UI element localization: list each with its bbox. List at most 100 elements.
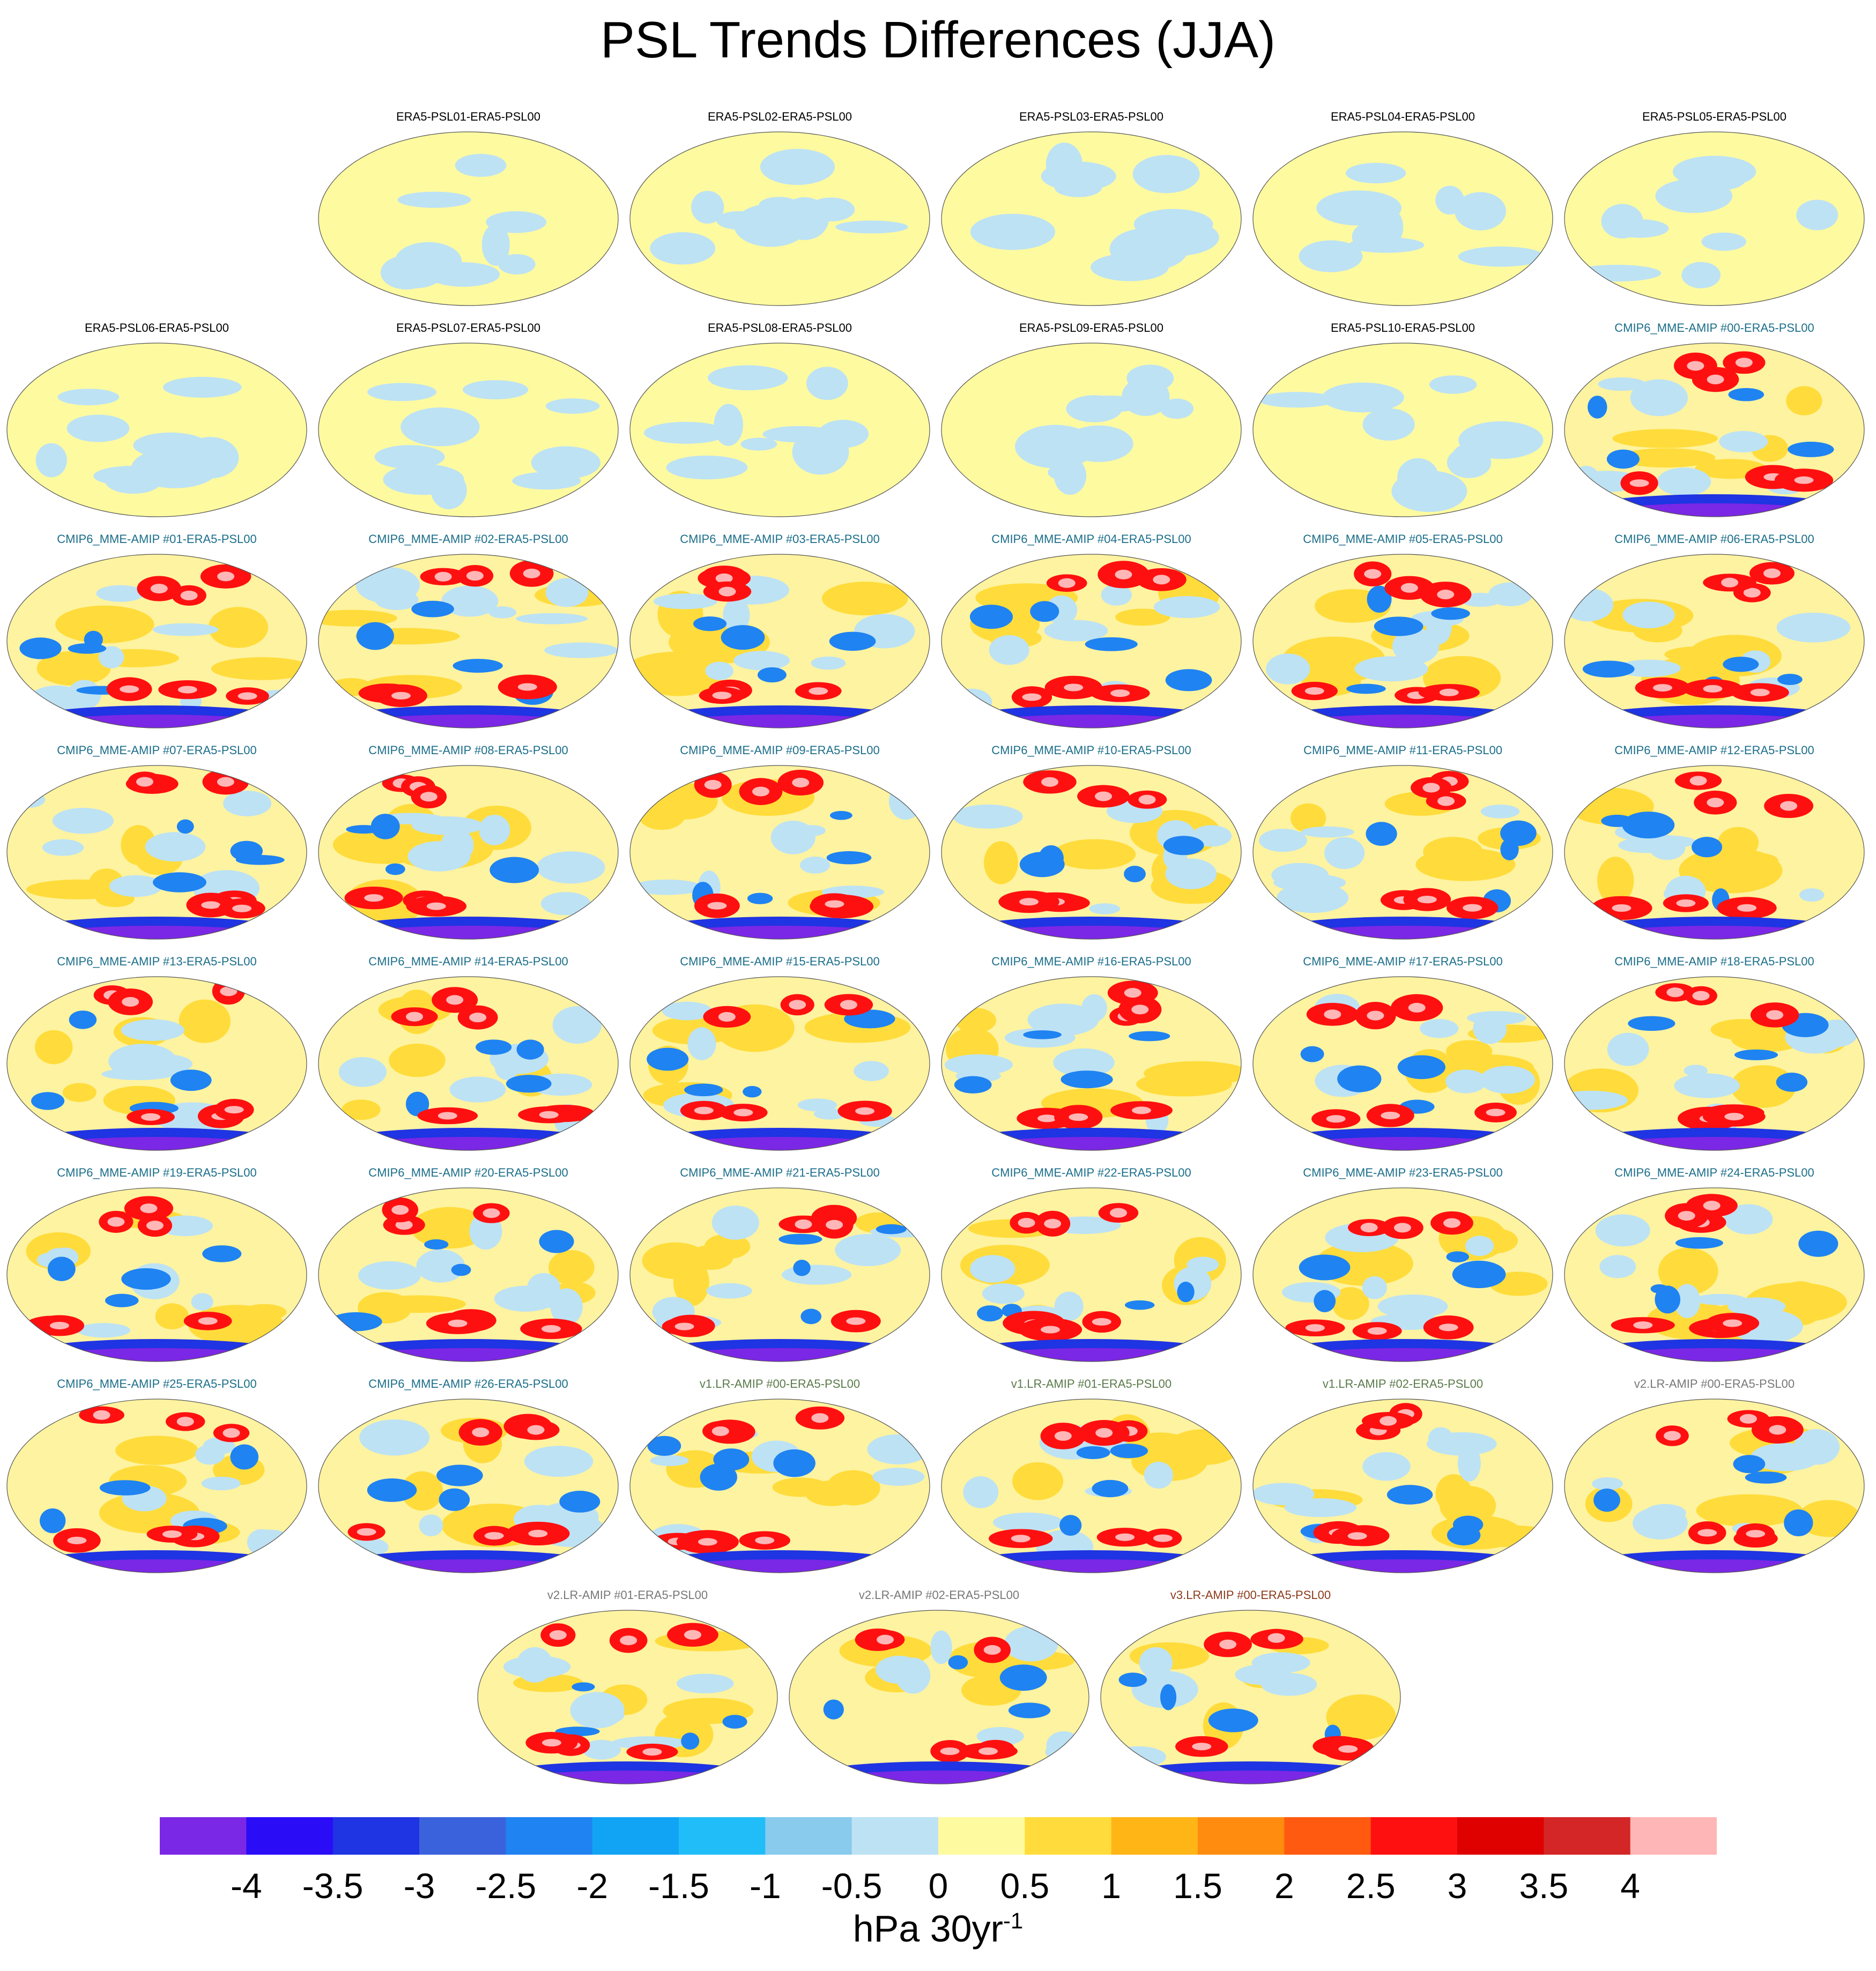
- contour-field: [1177, 1282, 1195, 1303]
- contour-field: [1463, 904, 1482, 912]
- contour-field: [153, 872, 206, 892]
- contour-field: [439, 1488, 470, 1511]
- contour-field: [223, 791, 272, 816]
- panel-title: v2.LR-AMIP #01-ERA5-PSL00: [547, 1588, 708, 1602]
- panel-title: CMIP6_MME-AMIP #24-ERA5-PSL00: [1614, 1166, 1814, 1179]
- contour-field: [1300, 1046, 1324, 1062]
- contour-field: [1069, 1113, 1088, 1121]
- contour-field: [539, 1230, 574, 1253]
- contour-field: [224, 1106, 244, 1114]
- contour-field: [419, 1514, 443, 1537]
- contour-field: [1724, 1204, 1773, 1234]
- contour-field: [179, 999, 231, 1043]
- contour-field: [1786, 386, 1822, 415]
- contour-field: [1429, 375, 1477, 394]
- map-plot: [477, 1610, 778, 1784]
- map-outline: [1564, 765, 1865, 940]
- map-panel: CMIP6_MME-AMIP #21-ERA5-PSL00: [628, 1166, 931, 1364]
- contour-field: [1724, 1113, 1744, 1121]
- contour-field: [211, 657, 307, 680]
- contour-field: [1018, 1218, 1035, 1228]
- contour-field: [98, 646, 124, 668]
- contour-field: [1089, 903, 1121, 914]
- contour-field: [714, 404, 743, 446]
- contour-field: [1273, 874, 1346, 891]
- contour-field: [1347, 1532, 1367, 1540]
- contour-field: [760, 148, 835, 185]
- contour-field: [1253, 715, 1553, 728]
- contour-field: [346, 825, 381, 834]
- contour-field: [793, 1260, 811, 1276]
- contour-field: [84, 630, 103, 649]
- contour-field: [747, 892, 773, 904]
- contour-field: [969, 605, 1013, 629]
- contour-field: [705, 661, 733, 680]
- contour-field: [1064, 683, 1084, 691]
- contour-field: [718, 1011, 736, 1022]
- contour-field: [1697, 1529, 1717, 1537]
- contour-field: [122, 996, 139, 1007]
- contour-field: [1153, 596, 1220, 619]
- panel-title: CMIP6_MME-AMIP #12-ERA5-PSL00: [1614, 743, 1814, 757]
- contour-field: [1723, 657, 1759, 672]
- contour-field: [1423, 837, 1483, 867]
- contour-field: [157, 1215, 213, 1237]
- contour-field: [1059, 1515, 1082, 1536]
- map-outline: [1252, 343, 1553, 517]
- contour-field: [150, 584, 168, 594]
- contour-field: [572, 1682, 595, 1692]
- contour-field: [542, 1739, 561, 1747]
- contour-field: [1337, 1065, 1382, 1092]
- contour-field: [1054, 1291, 1084, 1321]
- panel-title: ERA5-PSL10-ERA5-PSL00: [1330, 321, 1475, 334]
- contour-field: [177, 686, 197, 694]
- panel-title: v1.LR-AMIP #02-ERA5-PSL00: [1322, 1377, 1484, 1390]
- contour-field: [684, 1630, 701, 1640]
- map-outline: [1252, 1399, 1553, 1573]
- contour-field: [162, 1530, 182, 1538]
- contour-field: [1788, 441, 1834, 457]
- map-outline: [318, 1187, 619, 1362]
- contour-field: [516, 613, 588, 624]
- contour-field: [35, 443, 67, 478]
- contour-field: [364, 894, 384, 902]
- contour-field: [662, 1001, 713, 1021]
- contour-field: [449, 1076, 506, 1103]
- contour-field: [478, 1771, 777, 1784]
- contour-field: [552, 1006, 602, 1044]
- contour-field: [1027, 1003, 1099, 1036]
- contour-field: [527, 1425, 545, 1435]
- contour-field: [385, 863, 405, 875]
- contour-field: [524, 1446, 594, 1477]
- colorbar-swatch: [1544, 1817, 1631, 1855]
- contour-field: [19, 637, 62, 659]
- contour-field: [536, 851, 605, 884]
- contour-field: [691, 190, 724, 224]
- contour-field: [676, 1674, 734, 1693]
- colorbar-swatch: [332, 1817, 420, 1855]
- map-outline: [1252, 765, 1553, 940]
- map-panel: CMIP6_MME-AMIP #08-ERA5-PSL00: [317, 743, 620, 942]
- contour-field: [1061, 1070, 1113, 1089]
- contour-field: [35, 1030, 73, 1065]
- contour-field: [1719, 430, 1768, 452]
- contour-field: [476, 1039, 512, 1055]
- contour-field: [1037, 1114, 1057, 1122]
- contour-field: [1011, 1535, 1030, 1543]
- contour-field: [67, 1536, 87, 1544]
- contour-field: [359, 1419, 430, 1456]
- contour-field: [809, 687, 828, 695]
- contour-field: [101, 1068, 175, 1080]
- contour-field: [131, 448, 219, 488]
- contour-field: [1092, 1318, 1111, 1326]
- contour-field: [876, 1224, 907, 1234]
- map-plot: [1564, 765, 1865, 940]
- contour-field: [1612, 429, 1718, 448]
- contour-field: [472, 1427, 490, 1438]
- contour-field: [1381, 1112, 1400, 1120]
- contour-field: [1452, 1260, 1506, 1289]
- contour-field: [1606, 449, 1640, 469]
- colorbar-swatch: [506, 1817, 593, 1855]
- contour-field: [1628, 1016, 1675, 1031]
- contour-field: [1486, 1109, 1506, 1117]
